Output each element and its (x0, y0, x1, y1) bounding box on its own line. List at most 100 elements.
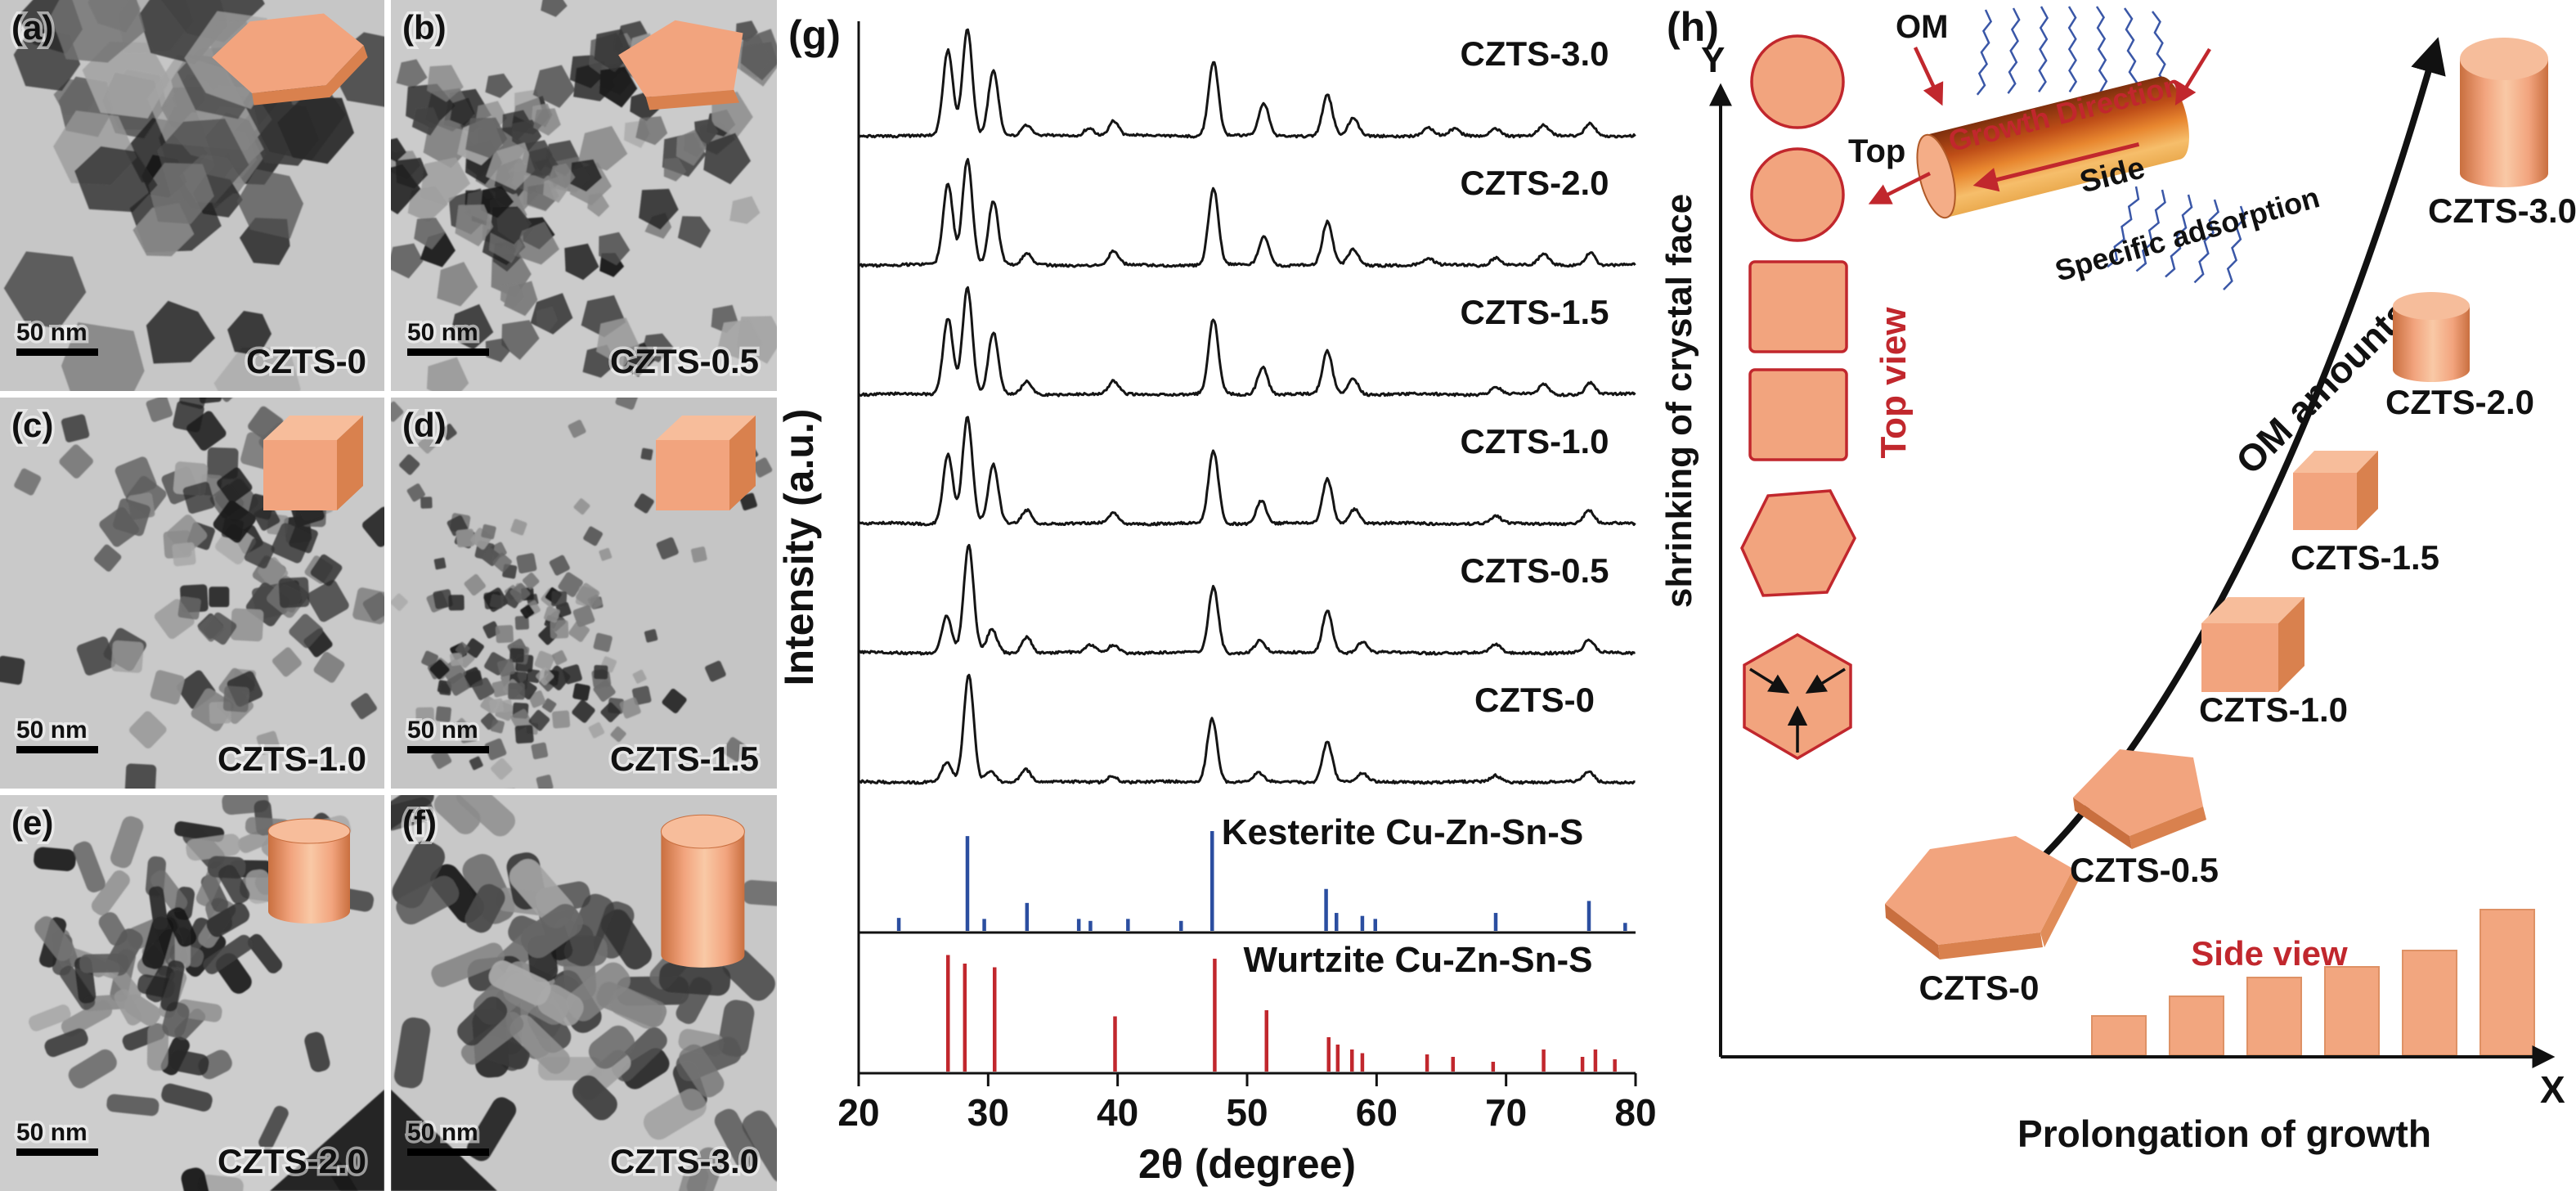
x-tick-label: 20 (837, 1091, 879, 1134)
particle (543, 606, 560, 623)
sample-label: CZTS-2.0 (218, 1142, 366, 1180)
top-view-circle-1 (1750, 34, 1845, 129)
hex-plate-top (1885, 836, 2073, 945)
particle (593, 679, 616, 702)
particle (742, 879, 777, 908)
particle (573, 498, 590, 515)
particle (562, 664, 582, 685)
particle (740, 29, 777, 81)
particle (563, 893, 614, 967)
particle (272, 647, 302, 677)
particle (391, 243, 424, 279)
particle (209, 587, 230, 608)
tem-panel-d: 50 nm CZTS-1.5 (d) (391, 398, 777, 789)
particle (488, 960, 551, 1005)
tem-grid: 50 nm CZTS-0 (a) 50 nm CZTS-0.5 (b) 50 nm CZTS-… (0, 0, 779, 1191)
particle (656, 537, 679, 560)
particle (722, 737, 747, 762)
particle (230, 608, 264, 642)
hex-top-face (212, 13, 364, 94)
top-view-circle-2 (1750, 147, 1845, 242)
particle (455, 204, 494, 247)
cylinder-tall-icon (660, 814, 745, 968)
growth-bar (2169, 995, 2224, 1056)
growth-bar (2480, 909, 2535, 1056)
xrd-curve-CZTS-0 (858, 673, 1636, 785)
particle (394, 1017, 431, 1089)
tem-micrograph: 50 nm CZTS-2.0 (e) (0, 795, 384, 1191)
y-axis-title: Intensity (a.u.) (777, 409, 822, 686)
particle (533, 108, 561, 136)
growth-bar (2402, 950, 2457, 1056)
stage-shape-czts-0 (1885, 836, 2079, 960)
particle (439, 683, 452, 696)
sample-label: CZTS-0.5 (610, 342, 759, 380)
particle (599, 547, 613, 561)
cube-right-face (337, 416, 363, 510)
particle (34, 916, 75, 961)
particle (588, 721, 605, 739)
particle (510, 519, 527, 536)
scale-bar (16, 348, 98, 356)
particle (407, 186, 448, 222)
particle (450, 97, 475, 126)
tem-particles (391, 398, 773, 789)
particle (61, 1000, 113, 1037)
cube-top-face (2201, 597, 2304, 623)
particle (150, 670, 185, 705)
particle (621, 1048, 670, 1090)
particle (619, 697, 641, 719)
particle (392, 840, 446, 909)
panel-letter: (f) (402, 803, 437, 842)
particle (514, 615, 529, 630)
tem-particles (391, 0, 777, 391)
particle (550, 591, 568, 607)
xrd-chart: CZTS-3.0 CZTS-2.0 CZTS-1.5 CZTS-1.0 CZTS-0.5… (776, 12, 1657, 1187)
xrd-curve-CZTS-0.5 (858, 543, 1636, 656)
cylinder-body (268, 831, 350, 924)
particle (705, 660, 726, 682)
particle (426, 357, 469, 391)
particle (44, 1028, 88, 1058)
particle (572, 699, 595, 723)
particle (168, 1049, 209, 1076)
tem-micrograph: 50 nm CZTS-1.5 (d) (391, 398, 777, 789)
pentagon-top-face (618, 20, 743, 97)
pentagon-plate-edge-2 (2073, 798, 2132, 849)
reference-label: Wurtzite Cu-Zn-Sn-S (1244, 940, 1593, 980)
sample-label: CZTS-0 (246, 342, 366, 380)
particle (310, 554, 343, 587)
particle (583, 526, 603, 546)
particle (198, 398, 222, 404)
particle (522, 572, 540, 590)
particle (501, 320, 540, 360)
top-view-hexagon-1 (1740, 489, 1856, 597)
particle (600, 702, 621, 722)
particle (469, 756, 483, 771)
particle (658, 962, 731, 996)
particle (182, 481, 215, 514)
tem-particles (29, 795, 384, 1191)
cube-icon (656, 416, 756, 510)
xrd-chart-panel: CZTS-3.0 CZTS-2.0 CZTS-1.5 CZTS-1.0 CZTS-0.5… (776, 0, 1660, 1191)
particle (489, 594, 505, 609)
particle (141, 916, 174, 969)
particle (186, 834, 241, 861)
particle (160, 960, 185, 1012)
particle (423, 119, 473, 169)
particle (227, 311, 272, 357)
particle (420, 497, 433, 509)
scale-bar-label: 50 nm (407, 1119, 478, 1146)
particle (448, 595, 464, 611)
particle (639, 188, 679, 230)
top-view-label: Top view (1874, 307, 1914, 459)
particle (418, 434, 438, 454)
particle (596, 317, 640, 367)
particle (716, 319, 762, 361)
particle (433, 557, 447, 570)
particle (123, 994, 161, 1027)
particle (570, 159, 603, 192)
stage-label-czts-2-0: CZTS-2.0 (2385, 383, 2534, 421)
particle (609, 987, 662, 1029)
particle (161, 1083, 213, 1112)
